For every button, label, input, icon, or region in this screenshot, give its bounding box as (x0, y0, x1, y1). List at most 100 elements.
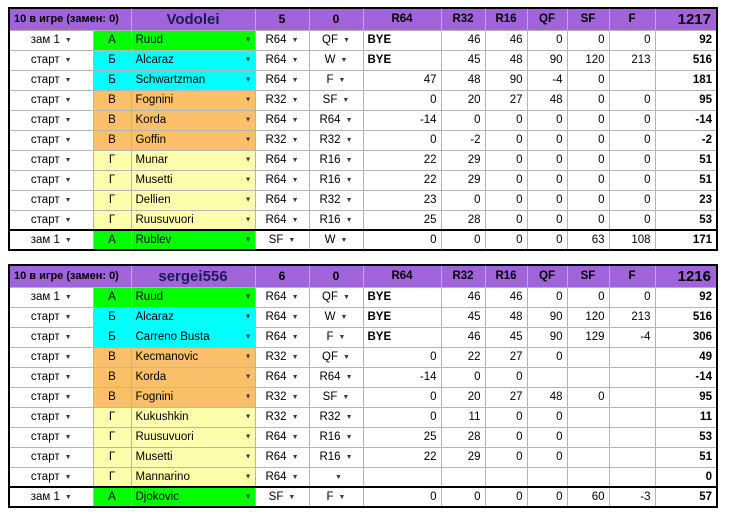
player-select[interactable]: Kecmanovic ▼ (130, 346, 256, 368)
result-select[interactable]: R32 ▼ (308, 406, 364, 428)
points-cell: 0 (608, 149, 656, 171)
round-select[interactable]: R32 ▼ (254, 386, 310, 408)
slot-select[interactable]: старт ▼ (8, 386, 94, 408)
points-cell: 0 (440, 366, 486, 388)
result-select[interactable]: R32 ▼ (308, 189, 364, 211)
player-select[interactable]: Dellien ▼ (130, 189, 256, 211)
round-select[interactable]: R64 ▼ (254, 426, 310, 448)
player-select[interactable]: Munar ▼ (130, 149, 256, 171)
round-select[interactable]: R32 ▼ (254, 406, 310, 428)
result-select[interactable]: R16 ▼ (308, 149, 364, 171)
result-select[interactable]: F ▼ (308, 326, 364, 348)
dropdown-arrow-icon: ▼ (244, 36, 252, 44)
round-select[interactable]: R64 ▼ (254, 326, 310, 348)
round-select[interactable]: R32 ▼ (254, 129, 310, 151)
slot-select[interactable]: старт ▼ (8, 189, 94, 211)
slot-select[interactable]: старт ▼ (8, 446, 94, 468)
slot-select[interactable]: старт ▼ (8, 129, 94, 151)
result-select[interactable]: R16 ▼ (308, 169, 364, 191)
result-select[interactable]: W ▼ (308, 306, 364, 328)
result-select[interactable]: W ▼ (308, 229, 364, 251)
slot-select[interactable]: старт ▼ (8, 306, 94, 328)
round-select[interactable]: R64 ▼ (254, 446, 310, 468)
player-select[interactable]: Carreno Busta ▼ (130, 326, 256, 348)
result-select[interactable]: R64 ▼ (308, 366, 364, 388)
slot-select[interactable]: старт ▼ (8, 109, 94, 131)
slot-select[interactable]: старт ▼ (8, 209, 94, 231)
slot-select[interactable]: зам 1 ▼ (8, 286, 94, 308)
round-select[interactable]: SF ▼ (254, 229, 310, 251)
player-select[interactable]: Fognini ▼ (130, 89, 256, 111)
slot-select[interactable]: старт ▼ (8, 346, 94, 368)
result-select[interactable]: R16 ▼ (308, 426, 364, 448)
round-select[interactable]: R64 ▼ (254, 149, 310, 171)
player-select[interactable]: Ruusuvuori ▼ (130, 426, 256, 448)
player-select[interactable]: Musetti ▼ (130, 446, 256, 468)
slot-select[interactable]: старт ▼ (8, 49, 94, 71)
result-select[interactable]: R64 ▼ (308, 109, 364, 131)
result-value: R32 (319, 411, 341, 423)
result-select[interactable]: QF ▼ (308, 286, 364, 308)
slot-select[interactable]: зам 1 ▼ (8, 29, 94, 51)
player-select[interactable]: Korda ▼ (130, 366, 256, 388)
slot-select[interactable]: старт ▼ (8, 466, 94, 488)
player-select[interactable]: Kukushkin ▼ (130, 406, 256, 428)
player-select[interactable]: Alcaraz ▼ (130, 306, 256, 328)
round-select[interactable]: R64 ▼ (254, 306, 310, 328)
round-select[interactable]: R64 ▼ (254, 209, 310, 231)
round-select[interactable]: R64 ▼ (254, 109, 310, 131)
dropdown-arrow-icon: ▼ (291, 473, 299, 481)
result-select[interactable]: QF ▼ (308, 29, 364, 51)
player-select[interactable]: Mannarino ▼ (130, 466, 256, 488)
dropdown-arrow-icon: ▼ (343, 294, 350, 301)
round-select[interactable]: R32 ▼ (254, 89, 310, 111)
slot-select[interactable]: старт ▼ (8, 169, 94, 191)
slot-select[interactable]: старт ▼ (8, 89, 94, 111)
result-select[interactable]: R16 ▼ (308, 446, 364, 468)
slot-select[interactable]: старт ▼ (8, 406, 94, 428)
slot-select[interactable]: старт ▼ (8, 149, 94, 171)
round-select[interactable]: R64 ▼ (254, 49, 310, 71)
player-select[interactable]: Goffin ▼ (130, 129, 256, 151)
result-select[interactable]: R32 ▼ (308, 129, 364, 151)
round-select[interactable]: R64 ▼ (254, 366, 310, 388)
slot-select[interactable]: старт ▼ (8, 69, 94, 91)
result-select[interactable]: SF ▼ (308, 386, 364, 408)
result-select[interactable]: QF ▼ (308, 346, 364, 368)
slot-select[interactable]: старт ▼ (8, 366, 94, 388)
player-select[interactable]: Ruud ▼ (130, 29, 256, 51)
result-select[interactable]: F ▼ (308, 69, 364, 91)
round-select[interactable]: R64 ▼ (254, 169, 310, 191)
result-select[interactable]: ▼ (308, 466, 364, 488)
round-select[interactable]: R64 ▼ (254, 466, 310, 488)
dropdown-arrow-icon: ▼ (291, 414, 299, 421)
player-select[interactable]: Rublev ▼ (130, 229, 256, 251)
player-select[interactable]: Schwartzman ▼ (130, 69, 256, 91)
dropdown-arrow-icon: ▼ (244, 136, 252, 144)
player-select[interactable]: Korda ▼ (130, 109, 256, 131)
points-cell: 48 (440, 69, 486, 91)
points-cell: 0 (526, 446, 568, 468)
round-select[interactable]: R64 ▼ (254, 29, 310, 51)
result-select[interactable]: W ▼ (308, 49, 364, 71)
player-select[interactable]: Ruusuvuori ▼ (130, 209, 256, 231)
points-cell: 0 (440, 229, 486, 251)
round-select[interactable]: R64 ▼ (254, 69, 310, 91)
slot-select[interactable]: старт ▼ (8, 326, 94, 348)
slot-select[interactable]: зам 1 ▼ (8, 486, 94, 508)
slot-select[interactable]: старт ▼ (8, 426, 94, 448)
player-select[interactable]: Ruud ▼ (130, 286, 256, 308)
player-select[interactable]: Alcaraz ▼ (130, 49, 256, 71)
player-select[interactable]: Djokovic ▼ (130, 486, 256, 508)
dropdown-arrow-icon: ▼ (64, 216, 72, 224)
slot-select[interactable]: зам 1 ▼ (8, 229, 94, 251)
round-select[interactable]: R64 ▼ (254, 286, 310, 308)
player-select[interactable]: Musetti ▼ (130, 169, 256, 191)
result-select[interactable]: F ▼ (308, 486, 364, 508)
result-select[interactable]: SF ▼ (308, 89, 364, 111)
round-select[interactable]: R32 ▼ (254, 346, 310, 368)
round-select[interactable]: R64 ▼ (254, 189, 310, 211)
player-select[interactable]: Fognini ▼ (130, 386, 256, 408)
result-select[interactable]: R16 ▼ (308, 209, 364, 231)
round-select[interactable]: SF ▼ (254, 486, 310, 508)
